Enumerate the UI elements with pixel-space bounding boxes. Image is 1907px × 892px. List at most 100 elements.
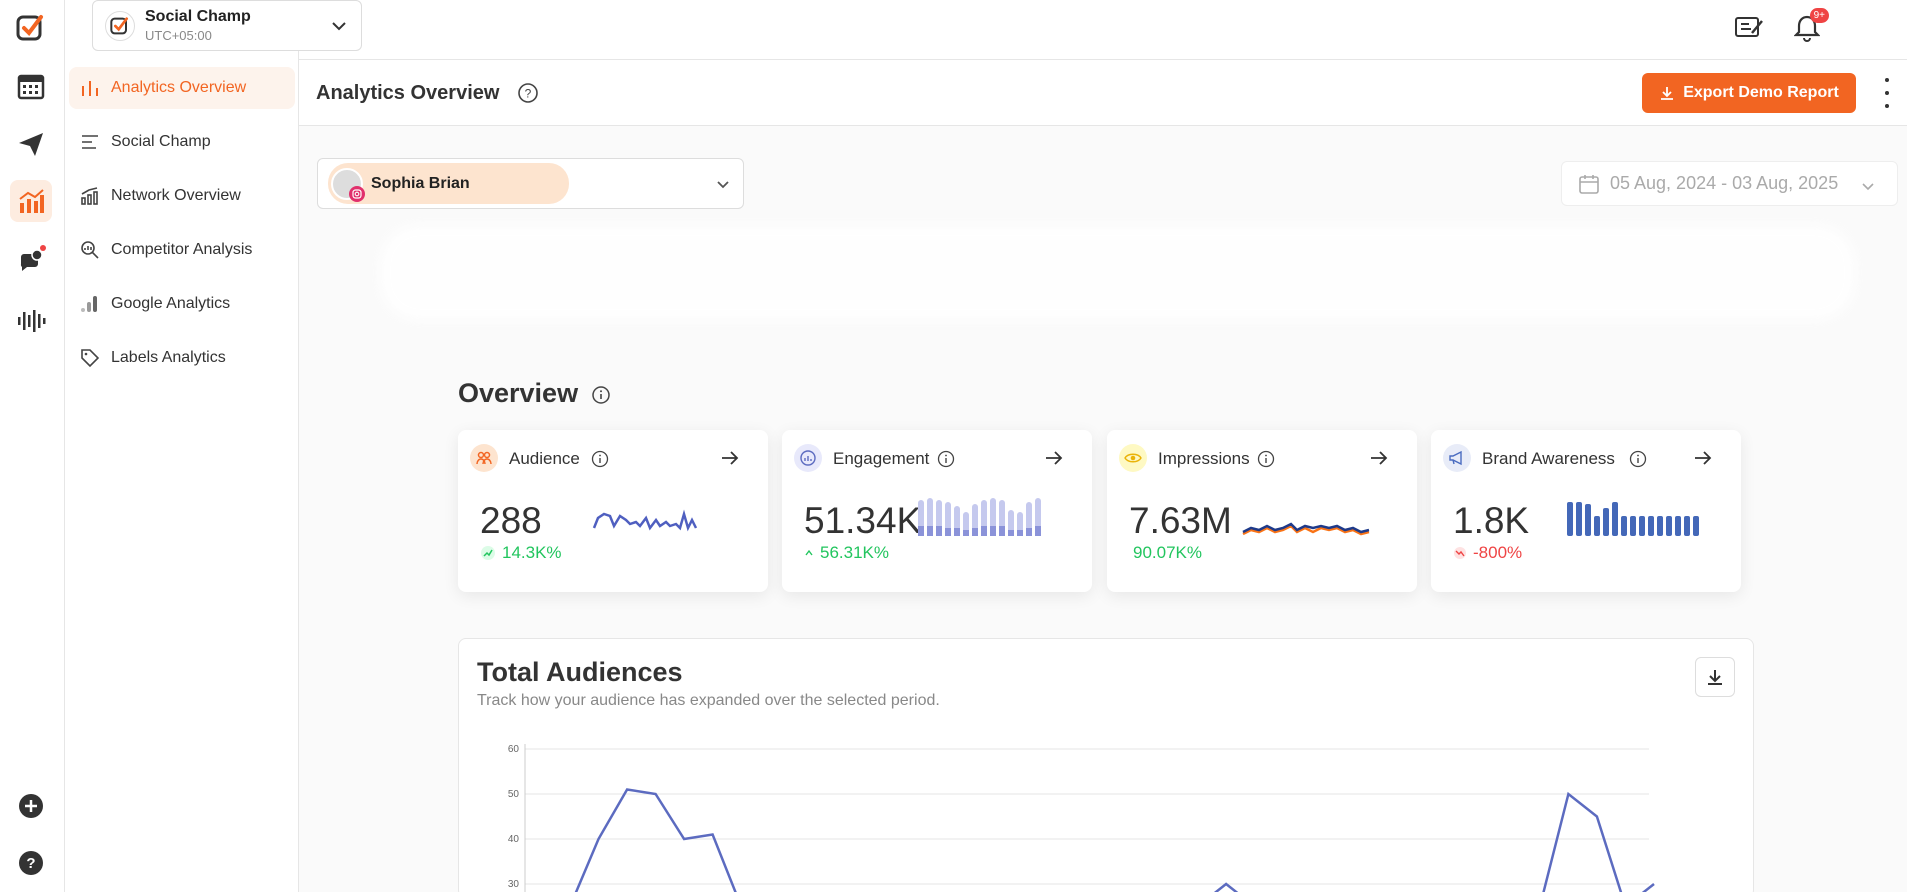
notifications-badge: 9+ <box>1809 8 1829 23</box>
card-change: 14.3K% <box>480 543 562 563</box>
calendar-icon <box>1579 174 1599 194</box>
card-label: Audience <box>509 449 580 468</box>
brand-awareness-card[interactable]: Brand Awareness 1.8K -800% <box>1431 430 1741 592</box>
question-circle-icon[interactable]: ? <box>517 82 539 109</box>
audience-series-line <box>574 788 1655 892</box>
calendar-icon[interactable] <box>10 65 52 107</box>
instagram-icon <box>349 185 365 202</box>
impressions-sparkline <box>1242 522 1370 536</box>
svg-text:?: ? <box>26 855 35 872</box>
y-tick-label: 60 <box>508 744 520 755</box>
inbox-chat-icon[interactable] <box>10 239 52 281</box>
engagement-card[interactable]: Engagement 51.34K 56.31K% <box>782 430 1092 592</box>
nav-item-label: Analytics Overview <box>111 79 247 96</box>
send-icon[interactable] <box>10 123 52 165</box>
card-value: 288 <box>480 500 542 541</box>
google-bars-icon <box>79 293 101 315</box>
chevron-down-icon <box>331 18 347 39</box>
page-title: Analytics Overview <box>316 82 500 104</box>
card-value: 7.63M <box>1129 500 1232 541</box>
arrow-right-icon[interactable] <box>1044 448 1064 473</box>
tag-icon <box>79 347 101 369</box>
account-selector[interactable]: Sophia Brian <box>317 158 744 209</box>
card-change: 90.07K% <box>1133 543 1202 563</box>
info-icon[interactable] <box>591 385 611 410</box>
nav-item-label: Labels Analytics <box>111 349 226 366</box>
y-tick-label: 40 <box>508 834 520 845</box>
card-label: Impressions <box>1158 449 1250 468</box>
arrow-right-icon[interactable] <box>1369 448 1389 473</box>
workspace-selector[interactable]: Social Champ UTC+05:00 <box>92 0 362 51</box>
nav-item-label: Social Champ <box>111 133 211 150</box>
nav-item-google-analytics[interactable]: Google Analytics <box>69 283 295 325</box>
info-icon[interactable] <box>1257 450 1275 473</box>
card-value: 51.34K <box>804 500 922 541</box>
date-range-picker[interactable]: 05 Aug, 2024 - 03 Aug, 2025 <box>1561 161 1898 206</box>
magnifier-chart-icon <box>79 239 101 261</box>
arrow-right-icon[interactable] <box>1693 448 1713 473</box>
audience-icon <box>470 444 498 472</box>
avatar <box>331 167 365 202</box>
unread-dot <box>40 245 46 251</box>
date-range-text: 05 Aug, 2024 - 03 Aug, 2025 <box>1610 173 1839 193</box>
card-label: Engagement <box>833 449 930 468</box>
info-icon[interactable] <box>591 450 609 473</box>
chevron-down-icon <box>1861 177 1885 198</box>
audience-card[interactable]: Audience 288 14.3K% <box>458 430 768 592</box>
nav-item-analytics-overview[interactable]: Analytics Overview <box>69 67 295 109</box>
impressions-card[interactable]: Impressions 7.63M 90.07K% <box>1107 430 1417 592</box>
engagement-sparkline <box>918 498 1041 536</box>
overview-title: Overview <box>458 378 579 408</box>
nav-item-label: Competitor Analysis <box>111 241 253 258</box>
nav-item-social-champ[interactable]: Social Champ <box>69 121 295 163</box>
trend-up-icon <box>481 546 495 560</box>
network-chart-icon <box>79 185 101 207</box>
bar-chart-icon <box>79 77 101 99</box>
svg-text:?: ? <box>525 87 532 101</box>
export-demo-report-button[interactable]: Export Demo Report <box>1642 73 1856 113</box>
y-tick-label: 30 <box>508 879 520 890</box>
analytics-subnav: Analytics Overview Social Champ Network … <box>65 0 299 892</box>
brand-awareness-bars <box>1567 502 1699 536</box>
total-audiences-panel: Total Audiences Track how your audience … <box>458 638 1754 892</box>
card-value: 1.8K <box>1453 500 1530 541</box>
account-chip: Sophia Brian <box>328 163 569 204</box>
notifications-bell-icon[interactable]: 9+ <box>1791 8 1829 44</box>
engagement-icon <box>794 444 822 472</box>
total-audiences-chart: 60 50 40 30 <box>508 744 1655 892</box>
download-icon <box>1661 87 1674 100</box>
analytics-icon[interactable] <box>10 180 52 222</box>
nav-item-label: Google Analytics <box>111 295 231 312</box>
nav-item-network-overview[interactable]: Network Overview <box>69 175 295 217</box>
panel-subtitle: Track how your audience has expanded ove… <box>477 692 940 709</box>
arrow-right-icon[interactable] <box>720 448 740 473</box>
info-icon[interactable] <box>1629 450 1647 473</box>
add-icon[interactable] <box>10 785 52 827</box>
nav-item-label: Network Overview <box>111 187 241 204</box>
listening-icon[interactable] <box>10 300 52 342</box>
change-value: 90.07K% <box>1133 543 1202 562</box>
nav-item-competitor-analysis[interactable]: Competitor Analysis <box>69 229 295 271</box>
download-icon <box>1708 670 1722 685</box>
info-icon[interactable] <box>937 450 955 473</box>
page-header: Analytics Overview ? Export Demo Report <box>299 60 1907 126</box>
change-value: 14.3K% <box>502 543 562 562</box>
chevron-down-icon <box>715 176 731 197</box>
nav-item-labels-analytics[interactable]: Labels Analytics <box>69 337 295 379</box>
compose-note-icon[interactable] <box>1733 12 1765 44</box>
more-options-icon[interactable] <box>1881 78 1893 108</box>
help-icon[interactable]: ? <box>10 842 52 884</box>
app-logo-icon[interactable] <box>10 7 52 49</box>
blurred-placeholder <box>380 225 1855 320</box>
workspace-logo-icon <box>105 10 135 41</box>
trend-down-icon <box>1454 547 1466 559</box>
export-label: Export Demo Report <box>1683 84 1839 101</box>
account-name: Sophia Brian <box>371 174 470 192</box>
change-value: -800% <box>1473 543 1523 562</box>
card-change: -800% <box>1453 543 1522 563</box>
download-button[interactable] <box>1695 657 1735 697</box>
workspace-name: Social Champ <box>145 8 251 25</box>
panel-title: Total Audiences <box>477 657 683 687</box>
card-label: Brand Awareness <box>1482 449 1615 468</box>
workspace-timezone: UTC+05:00 <box>145 28 212 43</box>
